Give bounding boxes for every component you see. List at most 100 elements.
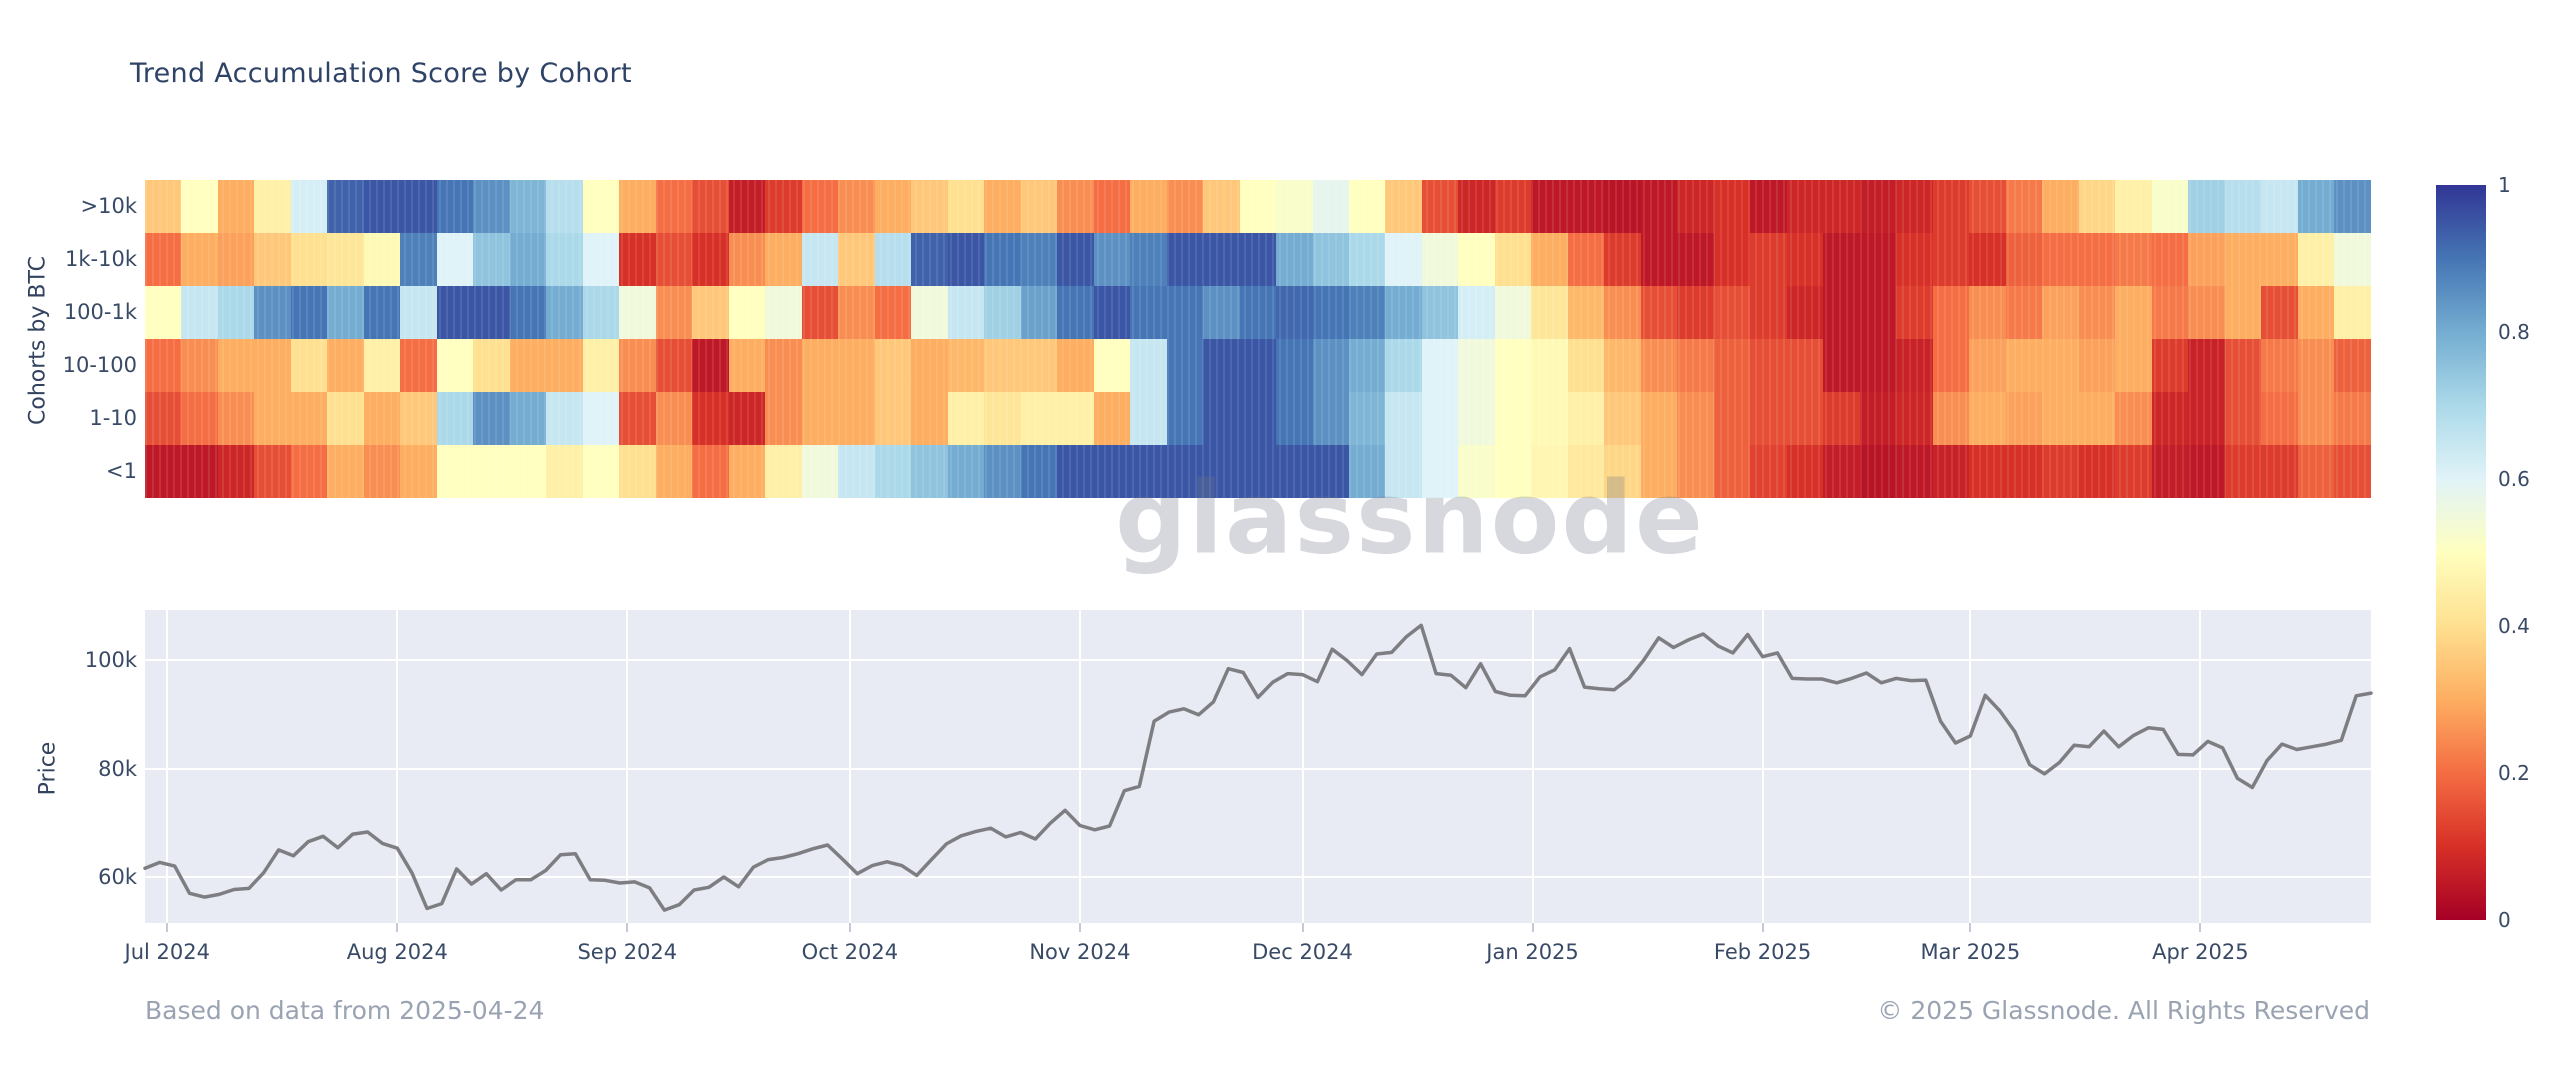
heatmap-cell[interactable] [911, 339, 948, 392]
heatmap-cell[interactable] [181, 180, 218, 233]
heatmap-cell[interactable] [1750, 339, 1787, 392]
heatmap-cell[interactable] [1020, 445, 1058, 498]
heatmap-cell[interactable] [1969, 180, 2006, 233]
heatmap-cell[interactable] [874, 233, 912, 286]
heatmap-cell[interactable] [1276, 233, 1313, 286]
heatmap-cell[interactable] [947, 180, 985, 233]
heatmap-row-<1[interactable] [145, 445, 2371, 498]
heatmap-cell[interactable] [655, 445, 693, 498]
heatmap-cell[interactable] [1130, 233, 1167, 286]
heatmap-row-10-100[interactable] [145, 339, 2371, 392]
heatmap-cell[interactable] [2005, 233, 2043, 286]
heatmap-cell[interactable] [363, 286, 401, 339]
heatmap-cell[interactable] [2042, 233, 2079, 286]
heatmap-cell[interactable] [1057, 180, 1094, 233]
heatmap-cell[interactable] [874, 180, 912, 233]
heatmap-cell[interactable] [436, 339, 474, 392]
heatmap-cell[interactable] [327, 392, 364, 445]
heatmap-cell[interactable] [1859, 445, 1897, 498]
heatmap-cell[interactable] [1567, 339, 1605, 392]
heatmap-cell[interactable] [874, 286, 912, 339]
heatmap-cell[interactable] [874, 445, 912, 498]
heatmap-cell[interactable] [1531, 233, 1568, 286]
heatmap-cell[interactable] [1348, 339, 1386, 392]
heatmap-cell[interactable] [2188, 339, 2225, 392]
heatmap-cell[interactable] [1677, 339, 1714, 392]
heatmap-cell[interactable] [1969, 286, 2006, 339]
heatmap-cell[interactable] [1640, 286, 1678, 339]
heatmap-cell[interactable] [1166, 445, 1204, 498]
heatmap-cell[interactable] [728, 233, 766, 286]
heatmap-cell[interactable] [1567, 180, 1605, 233]
heatmap-cell[interactable] [2334, 180, 2371, 233]
heatmap-cell[interactable] [1932, 445, 1970, 498]
heatmap-cell[interactable] [1203, 339, 1240, 392]
heatmap-cell[interactable] [801, 233, 839, 286]
heatmap-cell[interactable] [473, 233, 510, 286]
heatmap-cell[interactable] [1421, 233, 1459, 286]
heatmap-cell[interactable] [801, 180, 839, 233]
heatmap-cell[interactable] [327, 445, 364, 498]
heatmap-cell[interactable] [1750, 180, 1787, 233]
heatmap-cell[interactable] [1494, 286, 1532, 339]
accumulation-heatmap[interactable]: >10k 1k-10k 100-1k 10-100 1-10 <1 glassnode [63, 180, 2371, 577]
heatmap-cell[interactable] [217, 392, 255, 445]
heatmap-cell[interactable] [984, 445, 1021, 498]
heatmap-cell[interactable] [1713, 233, 1751, 286]
heatmap-cell[interactable] [2261, 180, 2298, 233]
heatmap-cell[interactable] [947, 233, 985, 286]
heatmap-cell[interactable] [145, 286, 182, 339]
heatmap-cell[interactable] [2261, 339, 2298, 392]
heatmap-cell[interactable] [1057, 445, 1094, 498]
heatmap-cell[interactable] [1421, 392, 1459, 445]
heatmap-cell[interactable] [2042, 286, 2079, 339]
heatmap-cell[interactable] [1130, 392, 1167, 445]
heatmap-cell[interactable] [1604, 339, 1641, 392]
heatmap-cell[interactable] [1312, 233, 1349, 286]
heatmap-cell[interactable] [546, 392, 583, 445]
heatmap-cell[interactable] [1421, 445, 1459, 498]
heatmap-cell[interactable] [1203, 180, 1240, 233]
heatmap-cell[interactable] [1896, 445, 1933, 498]
heatmap-cell[interactable] [2042, 339, 2079, 392]
heatmap-cell[interactable] [473, 339, 510, 392]
heatmap-cell[interactable] [1020, 392, 1058, 445]
heatmap-cell[interactable] [692, 445, 729, 498]
heatmap-cell[interactable] [728, 392, 766, 445]
heatmap-cell[interactable] [619, 445, 656, 498]
heatmap-cell[interactable] [1823, 233, 1860, 286]
heatmap-cell[interactable] [1385, 392, 1422, 445]
heatmap-cell[interactable] [1312, 339, 1349, 392]
heatmap-cell[interactable] [1166, 339, 1204, 392]
heatmap-cell[interactable] [1458, 339, 1495, 392]
heatmap-cell[interactable] [1969, 392, 2006, 445]
heatmap-cell[interactable] [473, 286, 510, 339]
heatmap-cell[interactable] [1276, 392, 1313, 445]
heatmap-cell[interactable] [1057, 392, 1094, 445]
heatmap-cell[interactable] [1896, 180, 1933, 233]
heatmap-cell[interactable] [1093, 233, 1131, 286]
heatmap-cell[interactable] [2151, 339, 2189, 392]
heatmap-cell[interactable] [327, 339, 364, 392]
heatmap-cell[interactable] [181, 339, 218, 392]
heatmap-cell[interactable] [1604, 445, 1641, 498]
heatmap-cell[interactable] [801, 339, 839, 392]
heatmap-cell[interactable] [290, 286, 328, 339]
heatmap-cell[interactable] [509, 180, 547, 233]
heatmap-cell[interactable] [473, 180, 510, 233]
heatmap-cell[interactable] [1932, 180, 1970, 233]
heatmap-cell[interactable] [546, 233, 583, 286]
heatmap-cell[interactable] [145, 339, 182, 392]
heatmap-cell[interactable] [2188, 233, 2225, 286]
heatmap-cell[interactable] [2297, 339, 2335, 392]
heatmap-cell[interactable] [436, 180, 474, 233]
heatmap-cell[interactable] [1494, 180, 1532, 233]
heatmap-cell[interactable] [217, 445, 255, 498]
heatmap-cell[interactable] [400, 180, 437, 233]
heatmap-cell[interactable] [2042, 180, 2079, 233]
heatmap-cell[interactable] [1421, 339, 1459, 392]
heatmap-cell[interactable] [1276, 286, 1313, 339]
heatmap-cell[interactable] [1203, 392, 1240, 445]
heatmap-cell[interactable] [1312, 392, 1349, 445]
